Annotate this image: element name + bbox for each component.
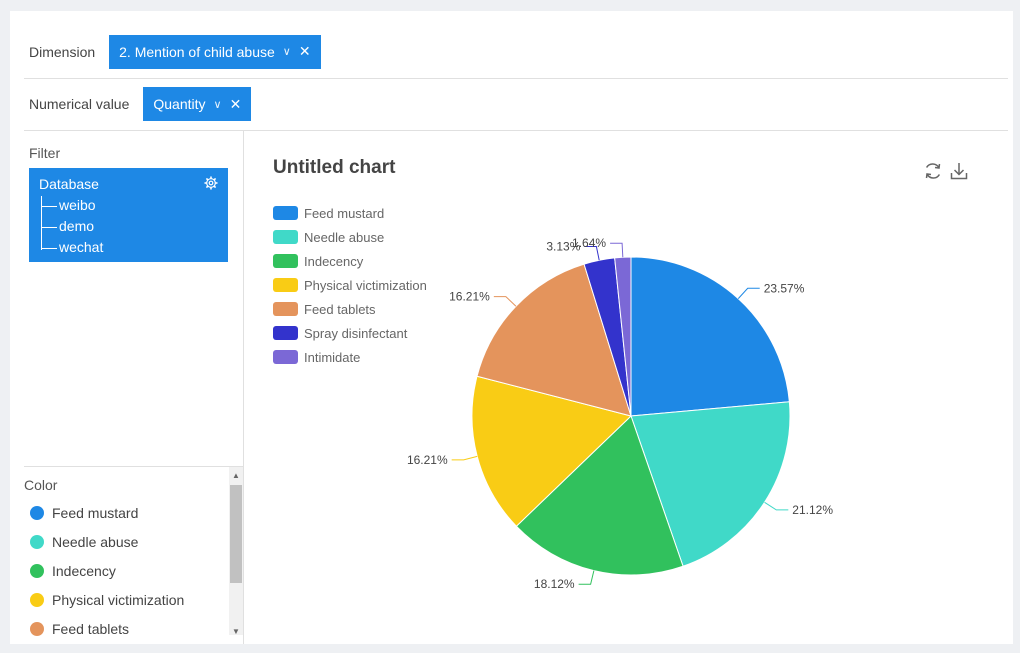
pie-data-label: 21.12% [792, 503, 833, 517]
color-list: Feed mustard Needle abuse Indecency Physica… [24, 498, 224, 643]
chevron-down-icon[interactable]: ∨ [282, 46, 291, 58]
tree-line [41, 196, 52, 250]
legend-item[interactable]: Spray disinfectant [273, 321, 427, 345]
database-item-wechat[interactable]: wechat [40, 239, 104, 255]
color-dot [30, 563, 44, 578]
color-item[interactable]: Physical victimization [24, 585, 224, 614]
database-item-demo[interactable]: demo [40, 218, 95, 234]
pie-data-label: 3.13% [546, 239, 580, 253]
numerical-row: Numerical value Quantity ∨ ✕ [24, 78, 1008, 131]
chevron-down-icon[interactable]: ∨ [213, 98, 222, 111]
legend-label: Spray disinfectant [304, 325, 408, 341]
scroll-thumb[interactable] [230, 485, 242, 583]
legend-swatch [273, 326, 298, 340]
main-panel: Dimension 2. Mention of child abuse ∨ ✕ … [10, 11, 1013, 644]
pie-chart: 23.57% 21.12% 18.12% 16.21% 16.21% 3.13%1.64% [407, 236, 833, 591]
numerical-chip-label: Quantity [153, 96, 206, 112]
pie-slice[interactable] [476, 263, 632, 417]
legend-swatch [273, 230, 298, 244]
chart-title: Untitled chart [273, 157, 396, 178]
color-item[interactable]: Feed mustard [24, 498, 224, 527]
gear-icon[interactable] [204, 176, 218, 190]
dimension-chip[interactable]: 2. Mention of child abuse ∨ ✕ [109, 34, 321, 69]
legend-item[interactable]: Physical victimization [273, 273, 427, 297]
dimension-chip-label: 2. Mention of child abuse [119, 43, 275, 60]
pie-leader-line [451, 455, 478, 461]
pie-leader-line [737, 287, 760, 299]
legend-swatch [273, 206, 298, 220]
legend-swatch [273, 254, 298, 268]
legend-label: Needle abuse [304, 229, 385, 245]
legend-swatch [273, 302, 298, 316]
color-item-label: Indecency [52, 562, 116, 579]
close-icon[interactable]: ✕ [298, 43, 311, 59]
legend-label: Indecency [304, 253, 364, 269]
scroll-up-arrow-icon[interactable]: ▲ [232, 471, 240, 480]
color-title: Color [24, 477, 58, 493]
database-filter[interactable]: Database weibo demo wechat [29, 168, 228, 262]
color-item[interactable]: Indecency [24, 556, 224, 585]
dimension-row: Dimension 2. Mention of child abuse ∨ ✕ [24, 25, 1008, 79]
chart-legend: Feed mustard Needle abuse Indecency Physica… [273, 201, 427, 369]
legend-swatch [273, 350, 298, 364]
legend-item[interactable]: Indecency [273, 249, 427, 273]
pie-data-label: 16.21% [449, 290, 490, 304]
color-item-label: Feed tablets [52, 620, 130, 637]
database-item-weibo[interactable]: weibo [41, 197, 96, 213]
pie-data-label: 23.57% [764, 281, 805, 295]
color-section: Color Feed mustard Needle abuse Indecency P… [24, 466, 243, 645]
legend-label: Intimidate [304, 349, 361, 365]
pie-data-label: 1.64% [572, 236, 606, 250]
legend-swatch [273, 278, 298, 292]
color-item-label: Feed mustard [52, 504, 139, 521]
pie-slice[interactable] [630, 256, 790, 417]
color-dot [30, 621, 44, 636]
left-sidebar: Filter Database weibo demo wechat Color … [24, 131, 244, 644]
chart-area: Untitled chart Feed mustard Needle abuse I… [244, 131, 1013, 644]
pie-slice[interactable] [471, 375, 632, 527]
legend-item[interactable]: Intimidate [273, 345, 427, 369]
color-dot [30, 505, 44, 520]
refresh-icon[interactable] [923, 161, 943, 181]
color-dot [30, 592, 44, 607]
color-item-label: Needle abuse [52, 533, 139, 550]
scroll-down-arrow-icon[interactable]: ▼ [232, 627, 240, 636]
color-item[interactable]: Feed tablets [24, 614, 224, 643]
legend-item[interactable]: Feed mustard [273, 201, 427, 225]
color-item[interactable]: Needle abuse [24, 527, 224, 556]
pie-slice[interactable] [630, 401, 791, 567]
color-scrollbar[interactable]: ▲ ▼ [229, 467, 243, 636]
legend-item[interactable]: Feed tablets [273, 297, 427, 321]
close-icon[interactable]: ✕ [229, 95, 242, 112]
pie-leader-line [493, 296, 517, 307]
pie-data-label: 16.21% [407, 453, 448, 467]
pie-leader-line [610, 242, 624, 258]
color-dot [30, 534, 44, 549]
legend-label: Physical victimization [304, 277, 427, 293]
dimension-label: Dimension [29, 43, 96, 60]
numerical-chip[interactable]: Quantity ∨ ✕ [143, 87, 252, 121]
pie-data-label: 18.12% [534, 577, 575, 591]
pie-leader-line [764, 501, 789, 511]
legend-item[interactable]: Needle abuse [273, 225, 427, 249]
download-icon[interactable] [949, 161, 969, 181]
filter-title: Filter [29, 145, 61, 161]
database-label: Database [39, 176, 99, 192]
legend-label: Feed tablets [304, 301, 376, 317]
pie-leader-line [578, 570, 595, 585]
pie-leader-line [584, 245, 600, 261]
numerical-label: Numerical value [29, 96, 130, 112]
legend-label: Feed mustard [304, 205, 385, 221]
color-item-label: Physical victimization [52, 591, 185, 608]
pie-slice[interactable] [515, 415, 684, 576]
